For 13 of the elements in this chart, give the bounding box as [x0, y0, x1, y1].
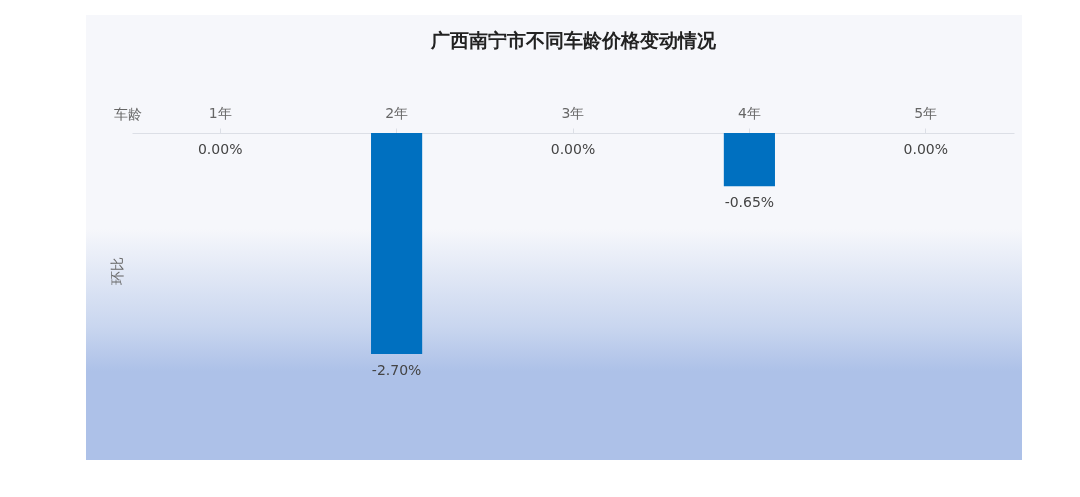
data-label: -0.65%: [724, 194, 775, 211]
x-axis-title: 车龄: [113, 105, 142, 122]
data-label: 0.00%: [903, 141, 949, 157]
data-label: 0.00%: [197, 141, 243, 157]
x-tick-label: 2年: [385, 104, 409, 121]
chart-title: 广西南宁市不同车龄价格变动情况: [429, 29, 717, 51]
data-label: 0.00%: [550, 141, 596, 157]
y-axis-title: 环比: [108, 256, 125, 285]
x-tick-label: 5年: [914, 104, 938, 121]
x-tick-label: 4年: [737, 104, 761, 121]
x-tick-label: 3年: [561, 104, 585, 121]
x-tick-label: 1年: [208, 104, 232, 121]
data-label: -2.70%: [371, 361, 422, 378]
